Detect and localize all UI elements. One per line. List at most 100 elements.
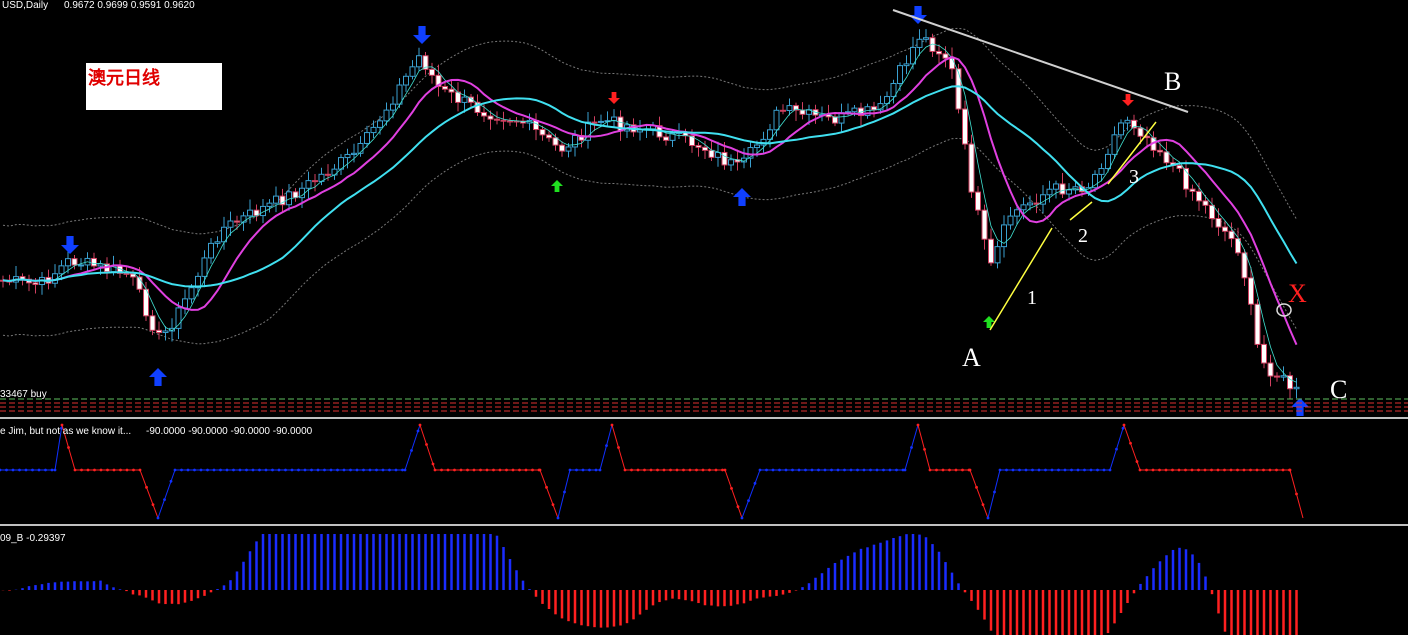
candle-body — [65, 258, 71, 267]
oscillator-dot — [132, 468, 135, 472]
oscillator-dot — [180, 468, 183, 472]
candle-body — [832, 116, 838, 124]
candle-body — [97, 263, 104, 267]
candle-body — [1020, 204, 1027, 211]
oscillator-dot — [290, 468, 294, 472]
indicator-panel-1 — [0, 423, 1304, 520]
candle-body — [1027, 202, 1033, 206]
oscillator-dot — [336, 468, 339, 472]
oscillator-dot — [86, 468, 90, 472]
oscillator-dot — [623, 468, 627, 472]
oscillator-dot — [446, 468, 450, 472]
oscillator-dot — [418, 423, 422, 427]
oscillator-dot — [1262, 468, 1265, 472]
candle-body — [721, 151, 728, 166]
oscillator-dot — [80, 468, 83, 472]
oscillator-dot — [954, 468, 958, 472]
candle-body — [78, 264, 84, 267]
candle-body — [591, 121, 598, 124]
candle-body — [897, 65, 903, 84]
oscillator-dot — [125, 468, 129, 472]
oscillator-dot — [1108, 468, 1112, 472]
oscillator-dot — [1037, 468, 1041, 472]
oscillator-dot — [568, 468, 572, 472]
oscillator-dot — [1210, 468, 1213, 472]
oscillator-dot — [60, 426, 63, 430]
oscillator-dot — [730, 486, 733, 490]
candle-body — [910, 46, 916, 65]
oscillator-dot — [24, 468, 28, 472]
oscillator-dot — [342, 468, 346, 472]
indicator-values: -90.0000 -90.0000 -90.0000 -90.0000 — [146, 426, 313, 437]
oscillator-dot — [50, 468, 54, 472]
oscillator-dot — [740, 516, 744, 520]
candle-body — [442, 86, 448, 90]
oscillator-dot — [1171, 468, 1174, 472]
oscillator-dot — [1295, 492, 1298, 496]
oscillator-dot — [1024, 468, 1028, 472]
candle-body — [708, 149, 715, 158]
oscillator-dot — [675, 468, 679, 472]
signal-arrow — [608, 92, 620, 104]
oscillator-dot — [156, 516, 160, 520]
candle-body — [481, 111, 487, 117]
candle-body — [1189, 188, 1196, 192]
oscillator-line — [539, 469, 559, 519]
candle-body — [1014, 209, 1020, 217]
candle-body — [195, 275, 201, 289]
oscillator-dot — [245, 468, 248, 472]
oscillator-dot — [669, 468, 672, 472]
oscillator-dot — [323, 468, 326, 472]
candle-body — [396, 84, 403, 105]
oscillator-dot — [11, 468, 15, 472]
wave-line — [1069, 201, 1093, 221]
bollinger-lower — [2, 137, 1297, 345]
oscillator-dot — [797, 468, 801, 472]
oscillator-dot — [106, 468, 109, 472]
bollinger-upper — [2, 27, 1297, 235]
candle-body — [71, 258, 78, 266]
oscillator-line — [987, 469, 1001, 519]
oscillator-dot — [836, 468, 840, 472]
candle-body — [598, 120, 604, 123]
oscillator-dot — [998, 468, 1002, 472]
candle-body — [1222, 226, 1228, 232]
candle-body — [266, 202, 273, 207]
oscillator-dot — [714, 468, 718, 472]
oscillator-dot — [466, 468, 469, 472]
candle-body — [370, 126, 377, 134]
candle-body — [955, 68, 962, 110]
wave-line — [1107, 121, 1157, 185]
oscillator-dot — [598, 468, 602, 472]
oscillator-dot — [73, 468, 77, 472]
oscillator-dot — [1164, 468, 1168, 472]
candle-body — [1059, 183, 1066, 195]
candle-body — [32, 282, 39, 286]
candle-body — [767, 129, 773, 140]
oscillator-dot — [186, 468, 190, 472]
candle-body — [559, 144, 565, 152]
indicator-title: e Jim, but not as we know it... — [0, 426, 131, 437]
oscillator-dot — [1018, 468, 1021, 472]
candle-body — [1228, 230, 1235, 240]
candle-body — [1261, 343, 1267, 364]
oscillator-dot — [1268, 468, 1272, 472]
oscillator-dot — [1122, 423, 1126, 427]
oscillator-dot — [60, 423, 64, 427]
oscillator-dot — [935, 468, 938, 472]
oscillator-dot — [856, 468, 859, 472]
highlight-circle — [1276, 303, 1292, 317]
candle-body — [208, 242, 214, 259]
oscillator-dot — [771, 468, 775, 472]
candle-body — [175, 307, 182, 329]
oscillator-dot — [862, 468, 866, 472]
oscillator-dot — [1121, 426, 1125, 430]
candle-body — [520, 120, 526, 124]
candle-body — [364, 132, 370, 144]
candle-body — [422, 55, 429, 70]
candle-body — [188, 287, 195, 300]
oscillator-dot — [206, 468, 209, 472]
oscillator-dot — [1083, 468, 1086, 472]
candle-body — [786, 105, 793, 112]
